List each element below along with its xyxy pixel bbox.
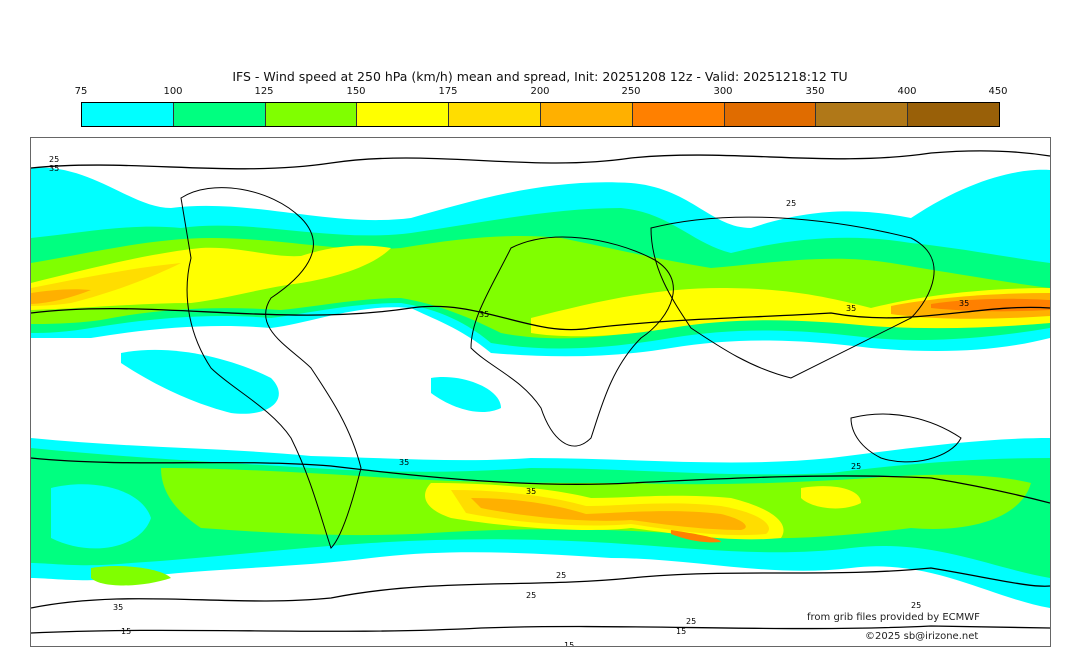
colorbar-swatch (816, 103, 909, 126)
colorbar-swatch (724, 103, 817, 126)
contour-label: 15 (121, 627, 131, 636)
contour-label: 25 (556, 571, 566, 580)
contour-line (31, 625, 1050, 634)
coastline (470, 236, 674, 447)
colorbar-tick: 350 (805, 86, 825, 97)
contour-label: 25 (851, 462, 861, 471)
contour-label: 35 (49, 164, 59, 173)
contour-label: 35 (526, 487, 536, 496)
colorbar-swatch (173, 103, 266, 126)
colorbar-tick: 100 (163, 86, 183, 97)
map-canvas: 25 35 35 25 35 35 35 25 35 25 35 25 15 1… (31, 150, 1050, 646)
contour-label: 35 (399, 458, 409, 467)
colorbar-swatch (82, 103, 174, 126)
contour-label: 25 (786, 199, 796, 208)
contour-line (31, 457, 1050, 504)
colorbar-swatch (908, 103, 999, 126)
contour-label: 15 (564, 641, 574, 646)
contour-label: 35 (959, 299, 969, 308)
colorbar-swatch (449, 103, 541, 126)
colorbar-swatch (540, 103, 633, 126)
colorbar-tick: 450 (988, 86, 1008, 97)
colorbar-tick: 125 (254, 86, 274, 97)
wind-band-250 (671, 530, 721, 543)
colorbar-tick: 250 (621, 86, 641, 97)
contour-label: 25 (526, 591, 536, 600)
contour-label: 25 (911, 601, 921, 610)
colorbar-tick: 175 (438, 86, 458, 97)
colorbar-tick: 75 (74, 86, 88, 97)
contour-line (31, 150, 1050, 170)
coastline (650, 216, 935, 379)
colorbar-swatch (632, 103, 725, 126)
wind-band-250-east (931, 298, 1050, 312)
wind-speed-map: 25 35 35 25 35 35 35 25 35 25 35 25 15 1… (30, 137, 1051, 647)
colorbar-tick: 400 (897, 86, 917, 97)
wind-band-125 (91, 566, 171, 586)
contour-label: 25 (686, 617, 696, 626)
wind-band-75 (431, 377, 501, 413)
wind-band-150 (801, 486, 861, 509)
coastline (850, 413, 962, 463)
contour-line (31, 305, 1050, 331)
contour-label: 35 (846, 304, 856, 313)
copyright-credit: ©2025 sb@irizone.net (865, 631, 979, 642)
wind-band-200 (31, 289, 91, 304)
contour-label: 15 (676, 627, 686, 636)
colorbar-tick: 150 (346, 86, 366, 97)
contour-label: 35 (113, 603, 123, 612)
coastline (180, 187, 362, 549)
contour-label: 35 (479, 310, 489, 319)
wind-band-200 (471, 498, 746, 530)
contour-line (31, 567, 1050, 609)
colorbar (81, 102, 1000, 127)
contour-label: 25 (49, 155, 59, 164)
wind-band-150 (31, 245, 391, 310)
wind-band-75 (121, 349, 279, 414)
data-source-credit: from grib files provided by ECMWF (807, 612, 980, 623)
colorbar-swatch (357, 103, 450, 126)
map-title: IFS - Wind speed at 250 hPa (km/h) mean … (232, 69, 848, 84)
wind-band-75-hole (51, 484, 151, 549)
wind-band-150-east (531, 288, 1050, 337)
colorbar-tick: 300 (713, 86, 733, 97)
colorbar-tick: 200 (530, 86, 550, 97)
colorbar-swatch (265, 103, 358, 126)
